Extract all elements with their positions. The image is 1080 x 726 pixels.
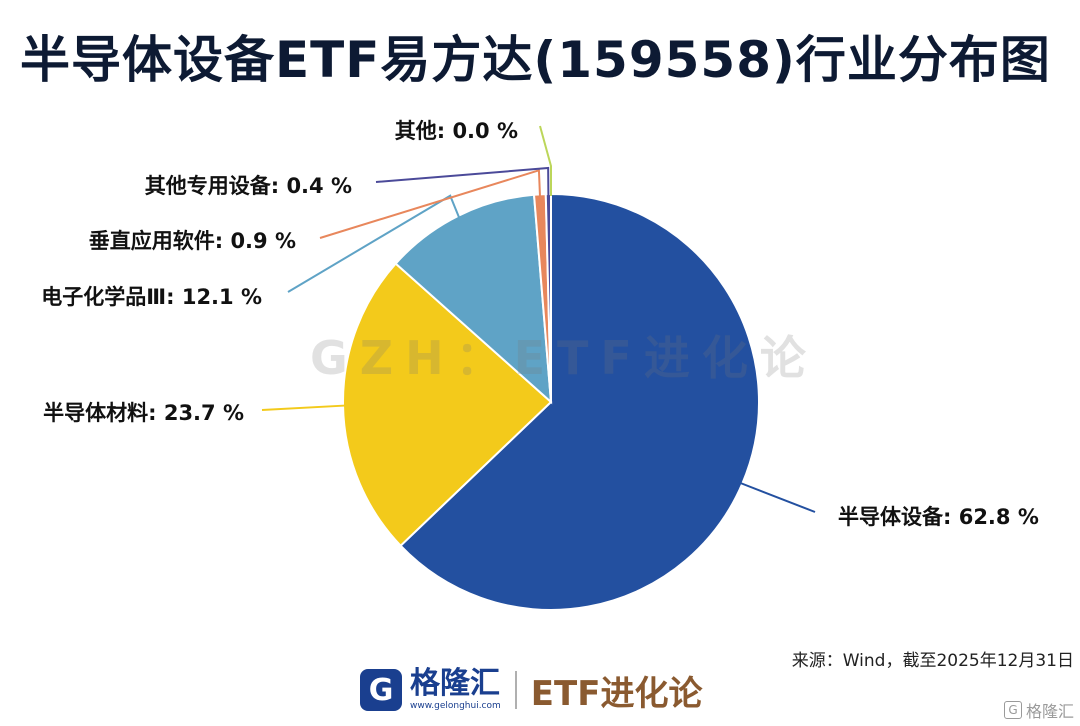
corner-watermark: G 格隆汇 [1003, 698, 1074, 722]
slice-0-leader-line [740, 482, 816, 513]
slice-2-label: 电子化学品Ⅲ: 12.1 % [41, 285, 262, 309]
brand-name: 格隆汇 [410, 666, 500, 701]
slice-0-label: 半导体设备: 62.8 % [838, 505, 1039, 529]
brand-text: 格隆汇 www.gelonghui.com [410, 668, 501, 712]
slice-3-leader-line [319, 168, 541, 239]
slice-1-label: 半导体材料: 23.7 % [43, 401, 244, 425]
corner-text: 格隆汇 [1025, 702, 1074, 721]
slice-1-leader-line [261, 404, 346, 411]
corner-logo-icon: G [1003, 701, 1022, 719]
footer-brand: G 格隆汇 www.gelonghui.com ETF进化论 [360, 664, 702, 716]
slice-5-leader-line [539, 125, 552, 196]
slice-4-label: 其他专用设备: 0.4 % [145, 174, 352, 198]
slice-3-label: 垂直应用软件: 0.9 % [89, 229, 296, 253]
gelonghui-logo-icon: G [360, 669, 402, 711]
slice-4-leader-line [375, 166, 550, 197]
brand-url: www.gelonghui.com [410, 701, 501, 711]
source-note: 来源：Wind，截至2025年12月31日 [791, 651, 1074, 671]
slice-2-leader-line [287, 194, 461, 293]
watermark: GZH：ETF进化论 [310, 331, 818, 385]
slice-5-label: 其他: 0.0 % [395, 119, 518, 143]
footer-etf-text: ETF进化论 [530, 673, 703, 714]
footer-divider [514, 671, 517, 709]
chart-title: 半导体设备ETF易方达(159558)行业分布图 [20, 31, 1051, 89]
